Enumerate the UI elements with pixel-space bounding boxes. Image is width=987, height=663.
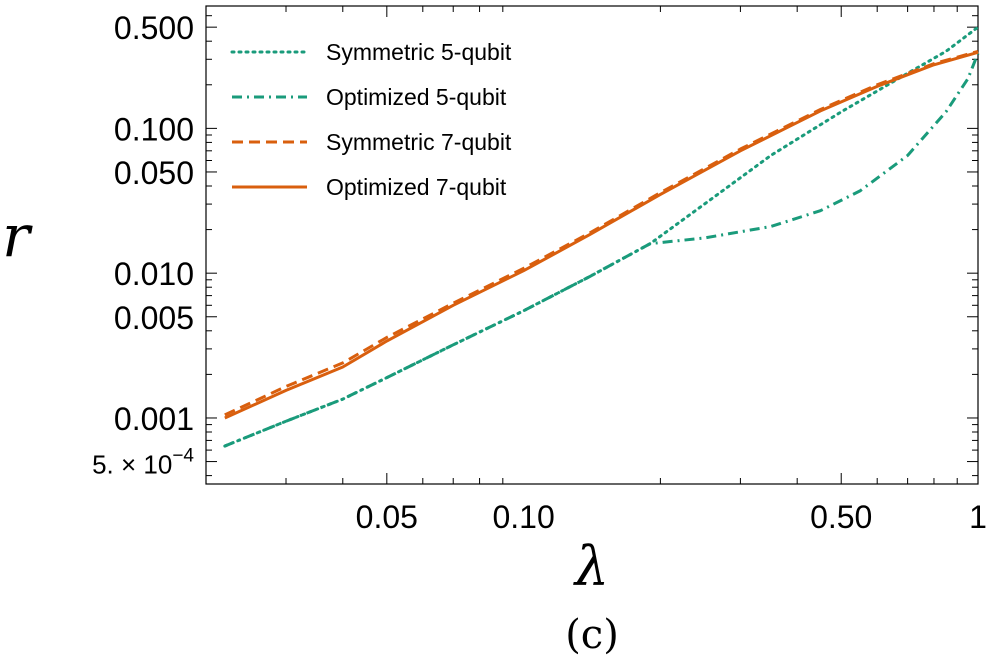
series-line-optimized-7-qubit <box>224 50 979 420</box>
series-lines <box>223 25 980 448</box>
legend-label: Symmetric 7-qubit <box>326 129 512 155</box>
x-tick-label: 0.05 <box>356 499 418 535</box>
plot-frame <box>205 5 979 485</box>
legend-label: Optimized 7-qubit <box>326 174 507 200</box>
legend-label: Optimized 5-qubit <box>326 84 507 110</box>
x-tick-label: 1 <box>969 499 987 535</box>
series-line-optimized-5-qubit <box>224 52 980 448</box>
y-axis-title: r <box>2 202 33 270</box>
y-tick-label: 0.005 <box>114 300 194 336</box>
figure-caption: (c) <box>565 612 619 658</box>
y-tick-label: 0.100 <box>114 111 194 147</box>
x-tick-label: 0.10 <box>492 499 554 535</box>
legend-label: Symmetric 5-qubit <box>326 39 512 65</box>
tick-marks <box>205 6 979 484</box>
y-tick-label: 5. × 10−4 <box>92 446 194 480</box>
y-tick-label: 0.001 <box>114 401 194 437</box>
y-tick-labels: 5. × 10−4 0.001 0.005 0.010 0.050 0.100 0.500 <box>92 10 194 479</box>
y-tick-label: 0.500 <box>114 10 194 46</box>
legend: Symmetric 5-qubit Optimized 5-qubit Symmet… <box>230 39 512 200</box>
x-tick-labels: 0.05 0.10 0.50 1 <box>356 499 987 535</box>
x-tick-label: 0.50 <box>810 499 872 535</box>
y-tick-label: 0.050 <box>114 155 194 191</box>
x-axis-title: λ <box>573 535 609 598</box>
y-tick-label: 0.010 <box>114 256 194 292</box>
